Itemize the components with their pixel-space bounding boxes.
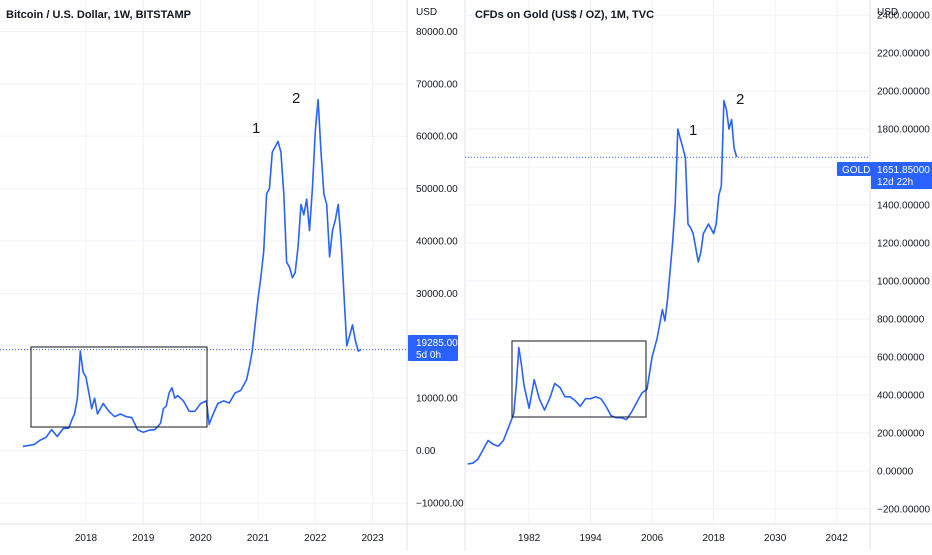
gold-y-tick-label: 800.00000 <box>877 314 925 325</box>
gold-chart-title: CFDs on Gold (US$ / OZ), 1M, TVC <box>475 9 654 21</box>
gold-y-tick-label: 1000.00000 <box>877 276 930 287</box>
gold-symbol-tag: GOLD <box>842 165 870 176</box>
btc-countdown: 5d 0h <box>416 350 441 361</box>
btc-x-tick-label: 2020 <box>190 533 213 544</box>
gold-grid <box>465 0 870 524</box>
btc-x-tick-label: 2021 <box>247 533 270 544</box>
btc-last-price-tag: 19285.00 5d 0h <box>408 335 458 361</box>
btc-unit-label: USD <box>416 7 437 18</box>
gold-y-tick-label: −200.00000 <box>877 504 931 515</box>
btc-x-tick-label: 2018 <box>75 533 98 544</box>
gold-y-tick-label: 400.00000 <box>877 390 925 401</box>
gold-y-tick-label: 0.00000 <box>877 466 914 477</box>
btc-y-tick-label: 0.00 <box>416 446 436 457</box>
btc-y-tick-label: 80000.00 <box>416 27 458 38</box>
btc-y-tick-label: 70000.00 <box>416 79 458 90</box>
btc-peak-label-2: 2 <box>292 90 300 107</box>
gold-price-line <box>467 99 738 465</box>
btc-peak-label-1: 1 <box>252 120 260 137</box>
gold-peak-label-2: 2 <box>736 91 744 108</box>
btc-chart-panel[interactable]: Bitcoin / U.S. Dollar, 1W, BITSTAMP USD … <box>0 0 465 550</box>
gold-last-price-tag: GOLD 1651.85000 12d 22h <box>837 162 932 189</box>
gold-x-tick-label: 2030 <box>764 533 787 544</box>
gold-time-axis[interactable]: 1982 1994 2006 2018 2030 2042 <box>518 533 848 544</box>
btc-y-tick-label: 40000.00 <box>416 237 458 248</box>
gold-y-tick-label: 1400.00000 <box>877 201 930 212</box>
btc-chart-title: Bitcoin / U.S. Dollar, 1W, BITSTAMP <box>6 9 191 21</box>
gold-x-tick-label: 1982 <box>518 533 541 544</box>
gold-price-axis[interactable]: 2400.00000 2200.00000 2000.00000 1800.00000… <box>877 11 931 516</box>
btc-accumulation-box <box>30 346 208 428</box>
btc-y-tick-label: 60000.00 <box>416 132 458 143</box>
gold-x-tick-label: 2006 <box>641 533 664 544</box>
gold-unit-label: USD <box>877 7 898 18</box>
btc-last-price-tag-bg <box>408 335 458 361</box>
gold-y-tick-label: 2200.00000 <box>877 49 930 60</box>
gold-x-tick-label: 2042 <box>826 533 849 544</box>
btc-grid <box>0 0 407 524</box>
btc-price-line <box>22 98 362 448</box>
btc-x-tick-label: 2022 <box>304 533 327 544</box>
gold-peak-label-1: 1 <box>689 122 697 139</box>
btc-y-tick-label: 10000.00 <box>416 394 458 405</box>
btc-y-tick-label: 30000.00 <box>416 289 458 300</box>
gold-accumulation-box <box>511 340 647 418</box>
gold-last-price-tag-bg <box>871 162 932 189</box>
gold-symbol-tag-bg <box>837 162 871 176</box>
btc-y-tick-label: 50000.00 <box>416 184 458 195</box>
gold-y-tick-label: 2400.00000 <box>877 11 930 22</box>
gold-chart-panel[interactable]: CFDs on Gold (US$ / OZ), 1M, TVC USD 240… <box>465 0 932 550</box>
btc-x-tick-label: 2019 <box>132 533 155 544</box>
btc-x-tick-label: 2023 <box>361 533 384 544</box>
gold-y-tick-label: 1200.00000 <box>877 239 930 250</box>
gold-last-price-value: 1651.85000 <box>877 165 930 176</box>
btc-y-tick-label: −10000.00 <box>416 499 464 510</box>
gold-y-tick-label: 600.00000 <box>877 352 925 363</box>
gold-y-tick-label: 2000.00000 <box>877 87 930 98</box>
btc-time-axis[interactable]: 2018 2019 2020 2021 2022 2023 <box>75 533 384 544</box>
gold-x-tick-label: 1994 <box>579 533 602 544</box>
btc-price-axis[interactable]: 80000.00 70000.00 60000.00 50000.00 40000.00… <box>416 27 464 510</box>
gold-x-tick-label: 2018 <box>703 533 726 544</box>
gold-y-tick-label: 200.00000 <box>877 428 925 439</box>
btc-last-price-value: 19285.00 <box>416 338 458 349</box>
gold-countdown: 12d 22h <box>877 177 913 188</box>
gold-y-tick-label: 1800.00000 <box>877 125 930 136</box>
